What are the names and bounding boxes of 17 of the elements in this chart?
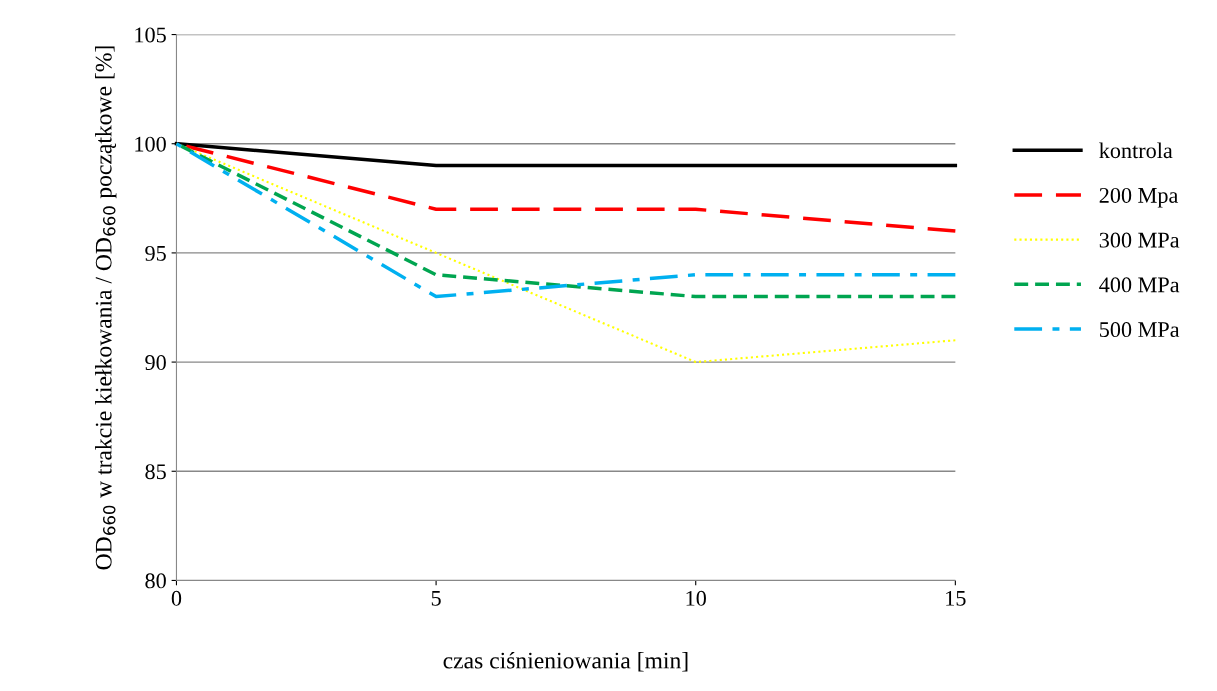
y-tick-label: 80 xyxy=(145,573,166,589)
legend-label: 500 MPa xyxy=(1100,322,1180,338)
y-tick-label: 95 xyxy=(145,245,166,261)
y-tick-label: 105 xyxy=(135,27,166,43)
legend-label: 400 MPa xyxy=(1099,277,1180,293)
x-tick-label: 5 xyxy=(431,591,441,606)
legend-label: kontrola xyxy=(1099,142,1173,159)
x-tick-label: 0 xyxy=(171,590,182,606)
x-axis-title: czas ciśnieniowania [min] xyxy=(443,651,688,672)
legend-label: 300 MPa xyxy=(1099,232,1180,248)
x-tick-label: 10 xyxy=(686,590,706,606)
y-tick-label: 100 xyxy=(135,136,166,152)
y-axis-title: OD$_{660}$ w trakcie kiełkowania / OD$_{660}$ początkowe [%] xyxy=(95,46,117,570)
y-tick-label: 90 xyxy=(145,355,166,371)
legend-label: 200 Mpa xyxy=(1099,187,1179,208)
y-tick-label: 85 xyxy=(145,464,166,480)
x-tick-label: 15 xyxy=(946,590,966,606)
